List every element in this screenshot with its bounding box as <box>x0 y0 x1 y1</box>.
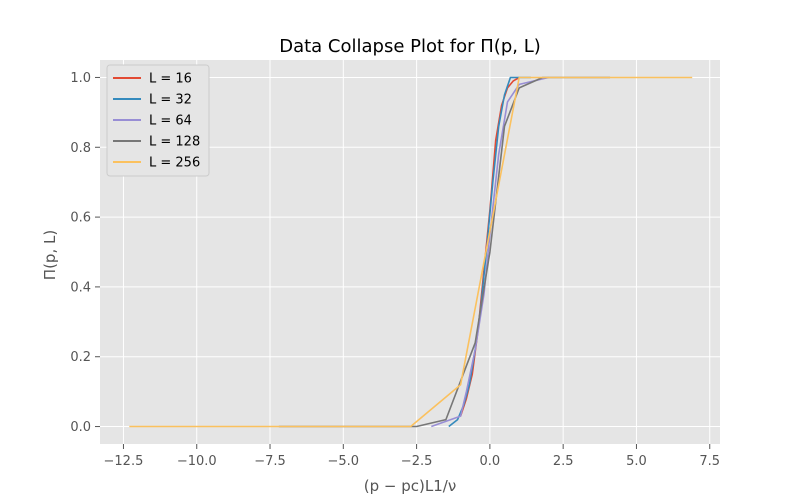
x-tick-label: −2.5 <box>401 454 433 469</box>
series-line-l-64 <box>431 76 549 428</box>
x-tick-label: −12.5 <box>104 454 144 469</box>
series-line-l-256 <box>129 76 693 428</box>
y-axis-label: Π(p, L) <box>41 230 59 280</box>
legend-items: L = 16 L = 32 L = 64 L = 128 L = 256 <box>113 72 200 171</box>
x-tick-label: 7.5 <box>699 454 720 469</box>
y-tick-label: 0.8 <box>70 141 91 156</box>
x-tick-label: −10.0 <box>177 454 217 469</box>
series-lines <box>129 76 693 428</box>
legend-box <box>106 64 210 177</box>
x-tick-label: 0.0 <box>480 454 501 469</box>
legend-label: L = 32 <box>149 93 192 108</box>
y-tick-label: 1.0 <box>70 71 91 86</box>
legend: L = 16 L = 32 L = 64 L = 128 L = 256 <box>106 64 210 177</box>
chart-title: Data Collapse Plot for Π(p, L) <box>279 36 541 57</box>
y-ticks: 0.0 0.2 0.4 0.6 0.8 1.0 <box>70 71 100 435</box>
y-tick-label: 0.4 <box>70 280 91 295</box>
x-tick-label: −7.5 <box>254 454 286 469</box>
x-tick-label: −5.0 <box>328 454 360 469</box>
series-line-l-128 <box>278 76 611 428</box>
legend-label: L = 256 <box>149 156 200 171</box>
x-tick-label: 5.0 <box>626 454 647 469</box>
y-tick-label: 0.6 <box>70 211 91 226</box>
x-ticks: −12.5 −10.0 −7.5 −5.0 −2.5 0.0 2.5 5.0 7.5 <box>104 444 720 469</box>
x-tick-label: 2.5 <box>553 454 574 469</box>
legend-label: L = 64 <box>149 114 192 129</box>
legend-label: L = 128 <box>149 135 200 150</box>
y-tick-label: 0.2 <box>70 350 91 365</box>
y-tick-label: 0.0 <box>70 420 91 435</box>
legend-label: L = 16 <box>149 72 192 87</box>
x-axis-label: (p − pc)L1/ν <box>364 477 456 495</box>
